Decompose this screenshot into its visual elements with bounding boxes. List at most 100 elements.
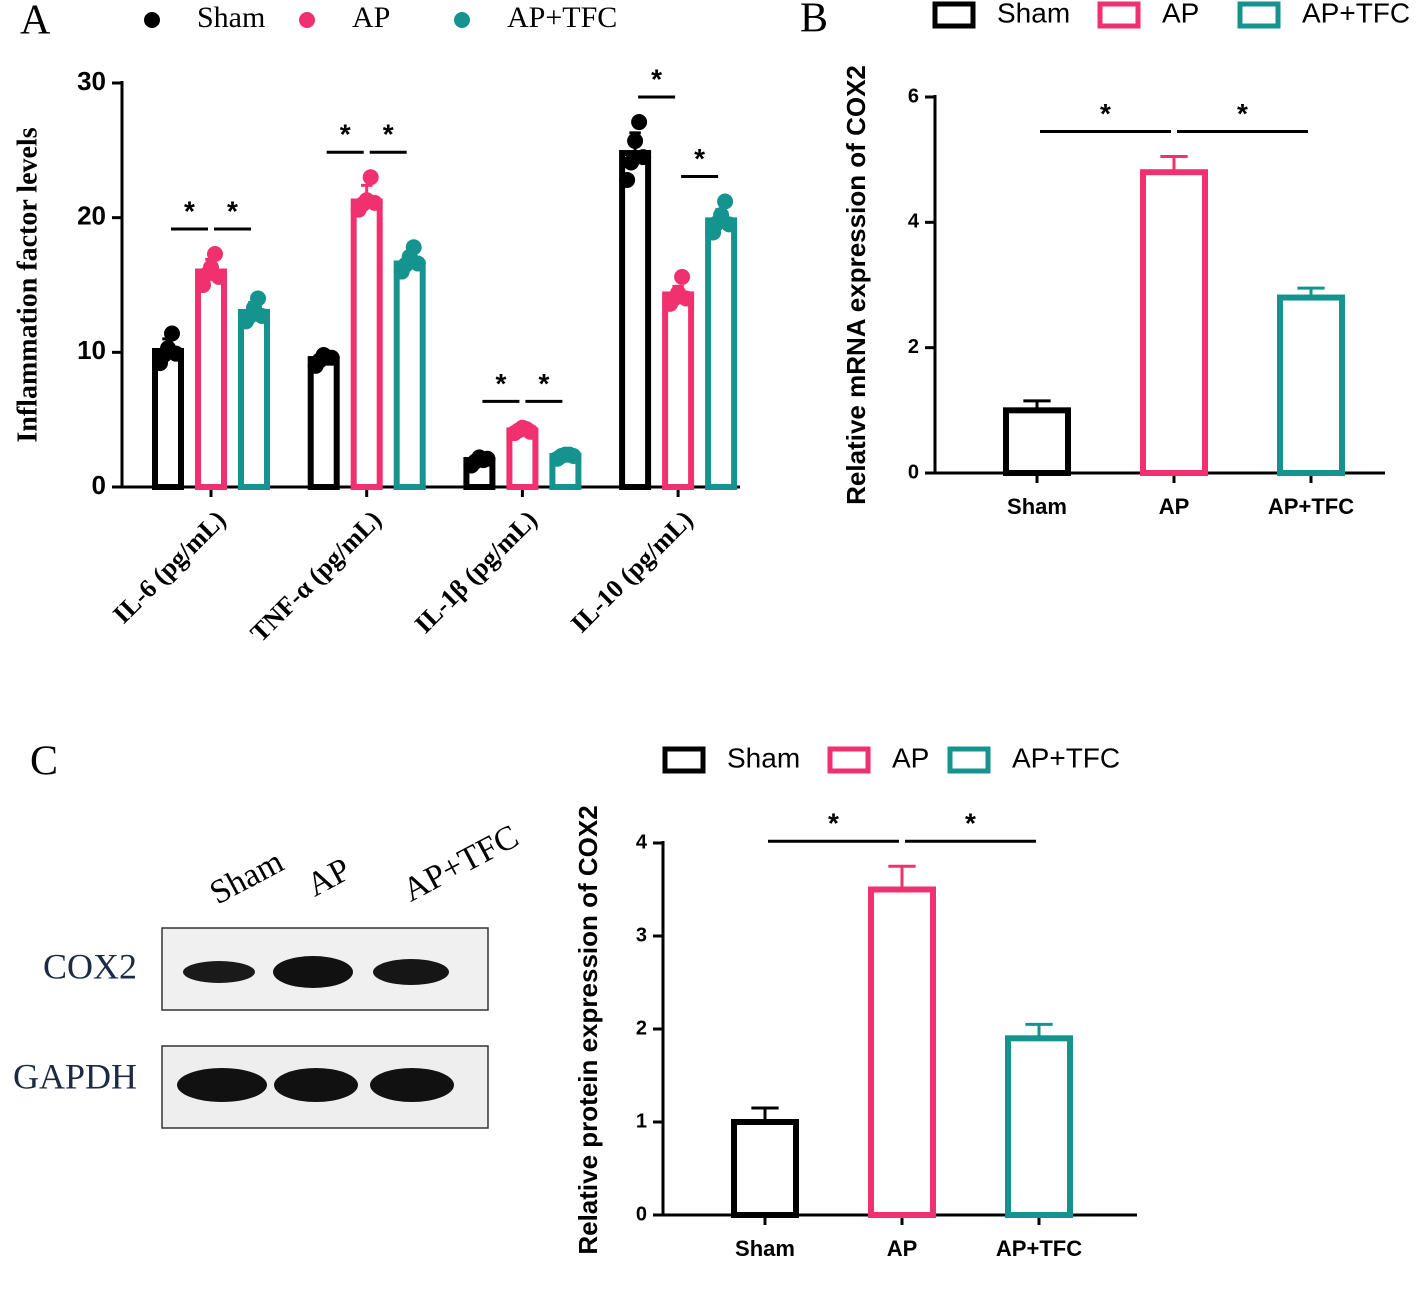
- legend-marker: [144, 12, 160, 28]
- legend-marker: [299, 12, 315, 28]
- legend-marker: [1237, 1, 1281, 29]
- bar: [238, 308, 270, 490]
- x-tick-label: IL-10 (pg/mL): [565, 505, 698, 638]
- bar: [868, 886, 936, 1218]
- lane-label: AP: [301, 851, 357, 904]
- legend-label: AP+TFC: [1302, 0, 1410, 28]
- data-point: [207, 246, 223, 263]
- bar: [350, 198, 383, 491]
- data-point: [366, 194, 383, 211]
- y-tick-label: 0: [908, 461, 919, 483]
- significance-label: *: [1237, 98, 1248, 129]
- y-tick-label: 2: [636, 1017, 647, 1039]
- bar: [152, 347, 184, 490]
- legend-marker: [827, 746, 871, 774]
- y-tick-label: 1: [636, 1110, 647, 1132]
- significance-label: *: [227, 195, 238, 226]
- y-tick-label: 6: [908, 85, 919, 107]
- y-tick-label: 4: [636, 831, 648, 853]
- panel-label: C: [30, 739, 58, 785]
- bar: [393, 260, 426, 490]
- legend-label: AP: [892, 742, 929, 773]
- data-point: [405, 239, 422, 256]
- x-tick-label: AP+TFC: [996, 1236, 1082, 1261]
- data-point: [323, 349, 340, 366]
- data-point: [250, 290, 266, 307]
- y-tick-label: 0: [92, 470, 106, 500]
- significance-label: *: [1100, 98, 1111, 129]
- panel-label: B: [800, 0, 828, 42]
- legend-label: Sham: [727, 742, 800, 773]
- legend-marker: [662, 746, 706, 774]
- bar: [1277, 294, 1345, 476]
- lane-label: Sham: [204, 843, 290, 912]
- significance-label: *: [694, 143, 705, 174]
- data-point: [164, 325, 180, 342]
- x-tick-label: Sham: [735, 1236, 795, 1261]
- bar: [307, 356, 340, 491]
- bar: [731, 1119, 799, 1218]
- data-point: [721, 216, 738, 233]
- y-tick-label: 2: [908, 336, 919, 358]
- data-point: [168, 345, 184, 362]
- bar: [1140, 169, 1208, 476]
- y-tick-label: 4: [908, 211, 920, 233]
- blot-image: [161, 927, 489, 1129]
- data-point: [522, 423, 539, 440]
- significance-label: *: [184, 195, 195, 226]
- y-axis-label: Relative protein expression of COX2: [573, 805, 603, 1254]
- x-tick-label: AP+TFC: [1268, 494, 1354, 519]
- significance-label: *: [965, 808, 976, 839]
- legend-marker: [932, 1, 976, 29]
- data-point: [674, 268, 691, 285]
- data-point: [627, 132, 644, 149]
- y-tick-label: 3: [636, 924, 647, 946]
- legend-label: Sham: [197, 1, 265, 34]
- data-point: [619, 171, 636, 188]
- x-tick-label: TNF-α (pg/mL): [245, 505, 388, 648]
- data-point: [479, 450, 496, 467]
- data-point: [678, 290, 695, 307]
- row-label: GAPDH: [13, 1056, 137, 1096]
- y-tick-label: 0: [636, 1203, 647, 1225]
- data-point: [631, 114, 648, 131]
- x-tick-label: Sham: [1007, 494, 1067, 519]
- significance-label: *: [538, 368, 549, 399]
- legend-marker: [1097, 1, 1141, 29]
- bar: [1005, 1035, 1073, 1219]
- data-point: [635, 149, 652, 166]
- data-point: [362, 169, 379, 186]
- bar: [705, 217, 738, 491]
- data-point: [565, 448, 582, 465]
- legend-label: AP: [352, 1, 390, 34]
- panel-label: A: [20, 0, 51, 44]
- bar: [1003, 407, 1071, 477]
- significance-label: *: [828, 808, 839, 839]
- x-tick-label: IL-1β (pg/mL): [409, 505, 543, 639]
- legend-label: AP: [1162, 0, 1199, 28]
- bar: [662, 291, 695, 490]
- data-point: [254, 307, 270, 324]
- y-axis-label: Inflammation factor levels: [12, 127, 43, 442]
- y-tick-label: 10: [77, 335, 106, 365]
- legend-label: AP+TFC: [507, 1, 617, 34]
- lane-label: AP+TFC: [397, 818, 525, 909]
- legend-marker: [454, 12, 470, 28]
- y-tick-label: 30: [77, 66, 106, 96]
- x-tick-label: AP: [1159, 494, 1190, 519]
- data-point: [409, 255, 426, 272]
- significance-label: *: [340, 119, 351, 150]
- legend-label: AP+TFC: [1012, 742, 1120, 773]
- x-tick-label: IL-6 (pg/mL): [107, 505, 231, 629]
- data-point: [717, 193, 734, 210]
- data-point: [211, 268, 227, 285]
- bar: [195, 268, 227, 490]
- y-tick-label: 20: [77, 201, 106, 231]
- x-tick-label: AP: [887, 1236, 918, 1261]
- y-axis-label: Relative mRNA expression of COX2: [841, 65, 871, 505]
- bar: [619, 150, 652, 490]
- row-label: COX2: [43, 946, 137, 986]
- legend-marker: [947, 746, 991, 774]
- legend-label: Sham: [997, 0, 1070, 28]
